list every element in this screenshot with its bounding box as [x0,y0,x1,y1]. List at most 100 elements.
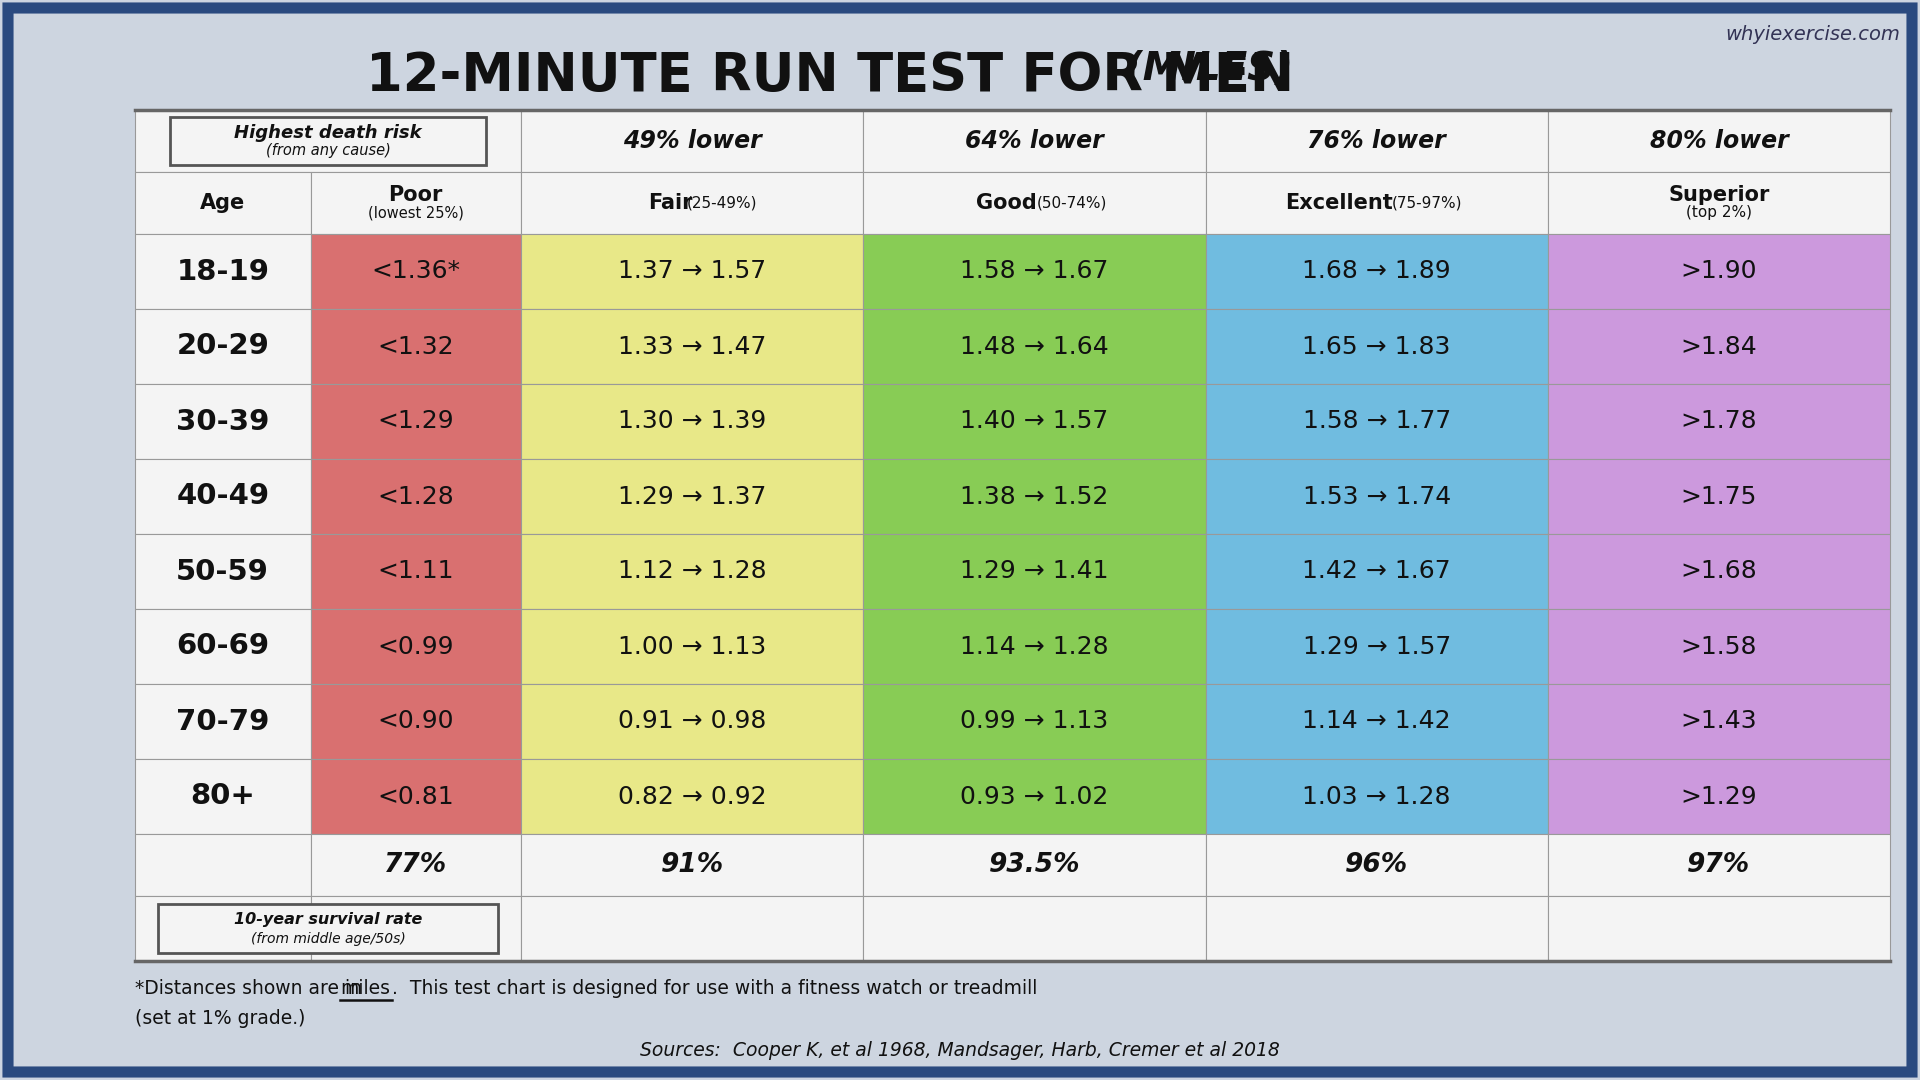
Bar [1548,309,1889,384]
Bar [311,834,520,896]
Bar [134,459,311,534]
Bar [311,684,520,759]
Bar [311,459,520,534]
Text: Highest death risk: Highest death risk [234,124,422,141]
Bar [520,759,864,834]
Bar [864,309,1206,384]
Bar [1206,172,1548,234]
Bar [1548,234,1889,309]
Text: miles: miles [340,978,390,998]
Bar [520,609,864,684]
Bar [134,172,311,234]
Text: >1.29: >1.29 [1680,784,1757,809]
Bar [1548,834,1889,896]
Bar [1206,534,1548,609]
Text: 1.65 → 1.83: 1.65 → 1.83 [1302,335,1452,359]
Bar [1548,896,1889,961]
Text: 64% lower: 64% lower [966,129,1104,153]
Bar [1206,234,1548,309]
Text: (set at 1% grade.): (set at 1% grade.) [134,1009,305,1028]
Text: 1.29 → 1.57: 1.29 → 1.57 [1302,634,1452,659]
Bar [864,684,1206,759]
Text: 76% lower: 76% lower [1308,129,1446,153]
Bar [134,896,311,961]
Bar [1206,834,1548,896]
Text: <1.28: <1.28 [378,485,455,509]
Bar [864,759,1206,834]
Text: 1.48 → 1.64: 1.48 → 1.64 [960,335,1110,359]
Text: 20-29: 20-29 [177,333,269,361]
Bar [134,609,311,684]
Bar [520,684,864,759]
Text: 12-MINUTE RUN TEST FOR MEN: 12-MINUTE RUN TEST FOR MEN [367,50,1294,102]
Text: 96%: 96% [1346,852,1407,878]
Text: (50-74%): (50-74%) [1037,195,1108,211]
Bar [311,234,520,309]
Bar [520,172,864,234]
Bar [520,534,864,609]
Text: 1.33 → 1.47: 1.33 → 1.47 [618,335,766,359]
Text: 1.03 → 1.28: 1.03 → 1.28 [1302,784,1452,809]
Text: (25-49%): (25-49%) [687,195,758,211]
Bar [311,896,520,961]
Text: 80% lower: 80% lower [1649,129,1788,153]
Bar [1206,896,1548,961]
Text: <0.81: <0.81 [378,784,455,809]
Text: >1.84: >1.84 [1680,335,1757,359]
Bar [157,904,497,953]
Bar [134,684,311,759]
Bar [1206,309,1548,384]
Text: <0.90: <0.90 [378,710,453,733]
Text: 93.5%: 93.5% [989,852,1081,878]
Text: 80+: 80+ [190,783,255,810]
Text: >1.68: >1.68 [1680,559,1757,583]
Text: <1.36*: <1.36* [371,259,461,283]
Bar [864,234,1206,309]
Bar [864,834,1206,896]
Bar [864,172,1206,234]
Text: 0.82 → 0.92: 0.82 → 0.92 [618,784,766,809]
Text: <1.32: <1.32 [378,335,455,359]
Bar [1206,684,1548,759]
Text: 1.37 → 1.57: 1.37 → 1.57 [618,259,766,283]
FancyBboxPatch shape [8,8,1912,1072]
Text: 77%: 77% [384,852,447,878]
Text: *Distances shown are in: *Distances shown are in [134,978,369,998]
Bar [169,118,486,164]
Text: Excellent: Excellent [1284,193,1392,213]
Text: >1.90: >1.90 [1680,259,1757,283]
Bar [1206,110,1548,172]
Text: 1.00 → 1.13: 1.00 → 1.13 [618,634,766,659]
Text: 1.14 → 1.28: 1.14 → 1.28 [960,634,1108,659]
Text: Superior: Superior [1668,185,1770,205]
Text: 0.99 → 1.13: 0.99 → 1.13 [960,710,1108,733]
Bar [1206,609,1548,684]
Text: 1.68 → 1.89: 1.68 → 1.89 [1302,259,1452,283]
Bar [864,384,1206,459]
Text: 1.42 → 1.67: 1.42 → 1.67 [1302,559,1452,583]
Text: 1.14 → 1.42: 1.14 → 1.42 [1302,710,1452,733]
Text: .  This test chart is designed for use with a fitness watch or treadmill: . This test chart is designed for use wi… [392,978,1037,998]
Bar [1206,384,1548,459]
Text: 1.40 → 1.57: 1.40 → 1.57 [960,409,1108,433]
Text: 1.58 → 1.77: 1.58 → 1.77 [1302,409,1452,433]
Bar [1548,110,1889,172]
Bar [864,896,1206,961]
Bar [134,759,311,834]
Bar [520,384,864,459]
Bar [864,609,1206,684]
Bar [1548,384,1889,459]
Text: 1.53 → 1.74: 1.53 → 1.74 [1302,485,1452,509]
Bar [864,534,1206,609]
Text: <0.99: <0.99 [378,634,453,659]
Text: 70-79: 70-79 [177,707,269,735]
Bar [520,110,864,172]
Bar [1548,459,1889,534]
Bar [520,309,864,384]
Bar [311,384,520,459]
Bar [311,759,520,834]
Text: 60-69: 60-69 [177,633,269,661]
Bar [134,110,520,172]
Text: (lowest 25%): (lowest 25%) [369,205,465,220]
Bar [520,896,864,961]
